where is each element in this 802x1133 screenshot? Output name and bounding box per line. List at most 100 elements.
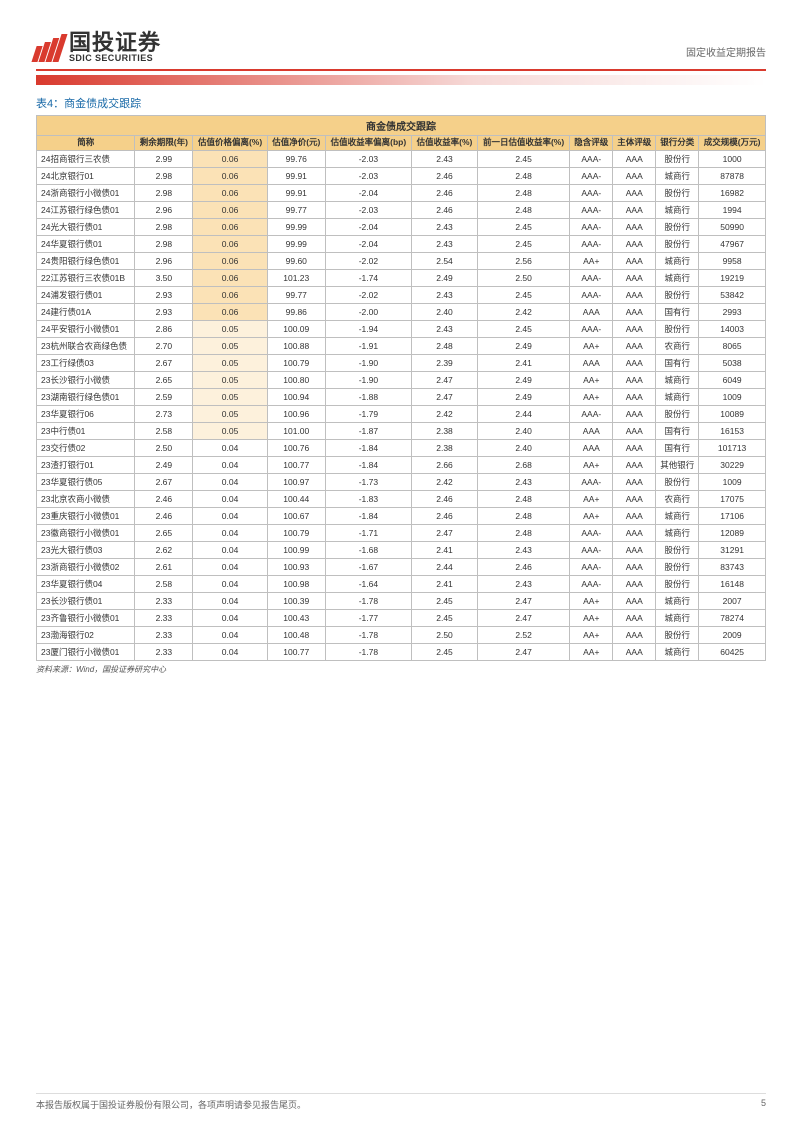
- table-row: 23华夏银行债042.580.04100.98-1.642.412.43AAA-…: [37, 575, 766, 592]
- logo-en: SDIC SECURITIES: [69, 54, 161, 63]
- header-report-type: 固定收益定期报告: [686, 44, 766, 59]
- table-row: 23华夏银行062.730.05100.96-1.792.422.44AAA-A…: [37, 405, 766, 422]
- cell: 城商行: [656, 269, 699, 286]
- cell: AAA: [613, 575, 656, 592]
- cell: 农商行: [656, 337, 699, 354]
- cell: AAA-: [570, 320, 613, 337]
- cell: -2.04: [325, 218, 411, 235]
- cell: AAA: [613, 422, 656, 439]
- table-title: 表4：商金债成交跟踪: [36, 95, 766, 111]
- cell: AA+: [570, 490, 613, 507]
- cell: 城商行: [656, 388, 699, 405]
- cell: 100.94: [267, 388, 325, 405]
- cell: 2.45: [412, 643, 478, 660]
- cell: 24北京银行01: [37, 167, 135, 184]
- cell: AAA: [613, 218, 656, 235]
- cell: 0.05: [193, 320, 268, 337]
- cell: 101713: [699, 439, 766, 456]
- cell: AAA: [613, 354, 656, 371]
- cell: 0.06: [193, 303, 268, 320]
- cell: 100.67: [267, 507, 325, 524]
- col-net-price: 估值净价(元): [267, 136, 325, 151]
- cell: 1009: [699, 473, 766, 490]
- cell: 3.50: [135, 269, 193, 286]
- cell: 0.04: [193, 439, 268, 456]
- table-row: 22江苏银行三农债01B3.500.06101.23-1.742.492.50A…: [37, 269, 766, 286]
- cell: 1009: [699, 388, 766, 405]
- cell: 2.44: [477, 405, 569, 422]
- cell: 99.99: [267, 218, 325, 235]
- logo-cn: 国投证券: [69, 32, 161, 54]
- cell: AAA: [570, 422, 613, 439]
- cell: 6049: [699, 371, 766, 388]
- cell: 2.42: [412, 405, 478, 422]
- cell: 国有行: [656, 439, 699, 456]
- cell: 2.49: [477, 337, 569, 354]
- cell: 24招商银行三农债: [37, 150, 135, 167]
- cell: 2.48: [477, 524, 569, 541]
- cell: 30229: [699, 456, 766, 473]
- cell: AA+: [570, 592, 613, 609]
- cell: 2.43: [477, 541, 569, 558]
- cell: AA+: [570, 643, 613, 660]
- cell: 股份行: [656, 626, 699, 643]
- cell: 股份行: [656, 320, 699, 337]
- cell: 0.06: [193, 201, 268, 218]
- cell: AAA: [570, 354, 613, 371]
- col-yield-dev: 估值收益率偏离(bp): [325, 136, 411, 151]
- cell: 2.47: [477, 592, 569, 609]
- cell: 100.77: [267, 643, 325, 660]
- col-volume: 成交规模(万元): [699, 136, 766, 151]
- table-row: 23交行债022.500.04100.76-1.842.382.40AAAAAA…: [37, 439, 766, 456]
- cell: 2.46: [412, 507, 478, 524]
- logo: 国投证券 SDIC SECURITIES: [36, 32, 161, 63]
- cell: AAA-: [570, 218, 613, 235]
- cell: 2.43: [412, 320, 478, 337]
- table-row: 24华夏银行债012.980.0699.99-2.042.432.45AAA-A…: [37, 235, 766, 252]
- cell: 0.04: [193, 609, 268, 626]
- footer-copyright: 本报告版权属于国投证券股份有限公司，各项声明请参见报告尾页。: [36, 1098, 306, 1111]
- cell: 0.06: [193, 150, 268, 167]
- cell: -1.94: [325, 320, 411, 337]
- cell: 23重庆银行小微债01: [37, 507, 135, 524]
- cell: AAA-: [570, 405, 613, 422]
- cell: 2.65: [135, 524, 193, 541]
- cell: -2.02: [325, 252, 411, 269]
- cell: 23齐鲁银行小微债01: [37, 609, 135, 626]
- cell: 0.05: [193, 388, 268, 405]
- cell: 2.48: [477, 490, 569, 507]
- cell: 17106: [699, 507, 766, 524]
- bond-tracking-table: 商金债成交跟踪 简称 剩余期限(年) 估值价格偏离(%) 估值净价(元) 估值收…: [36, 115, 766, 661]
- cell: 99.76: [267, 150, 325, 167]
- cell: 0.05: [193, 422, 268, 439]
- cell: AA+: [570, 388, 613, 405]
- cell: -2.04: [325, 235, 411, 252]
- cell: 2.43: [477, 473, 569, 490]
- cell: 0.06: [193, 235, 268, 252]
- cell: 2.38: [412, 422, 478, 439]
- table-row: 24北京银行012.980.0699.91-2.032.462.48AAA-AA…: [37, 167, 766, 184]
- cell: -1.90: [325, 371, 411, 388]
- cell: 0.06: [193, 269, 268, 286]
- cell: 2.61: [135, 558, 193, 575]
- cell: 100.96: [267, 405, 325, 422]
- cell: 50990: [699, 218, 766, 235]
- table-row: 23长沙银行债012.330.04100.39-1.782.452.47AA+A…: [37, 592, 766, 609]
- cell: 2.99: [135, 150, 193, 167]
- table-row: 24江苏银行绿色债012.960.0699.77-2.032.462.48AAA…: [37, 201, 766, 218]
- cell: -1.91: [325, 337, 411, 354]
- cell: 2.41: [477, 354, 569, 371]
- cell: 2.42: [477, 303, 569, 320]
- cell: 国有行: [656, 354, 699, 371]
- cell: 100.79: [267, 354, 325, 371]
- cell: 2.73: [135, 405, 193, 422]
- cell: 0.04: [193, 592, 268, 609]
- cell: -1.78: [325, 643, 411, 660]
- cell: 城商行: [656, 592, 699, 609]
- cell: 2.48: [477, 201, 569, 218]
- cell: 2.40: [477, 422, 569, 439]
- cell: 23华夏银行06: [37, 405, 135, 422]
- cell: -1.78: [325, 626, 411, 643]
- cell: 101.23: [267, 269, 325, 286]
- cell: -1.79: [325, 405, 411, 422]
